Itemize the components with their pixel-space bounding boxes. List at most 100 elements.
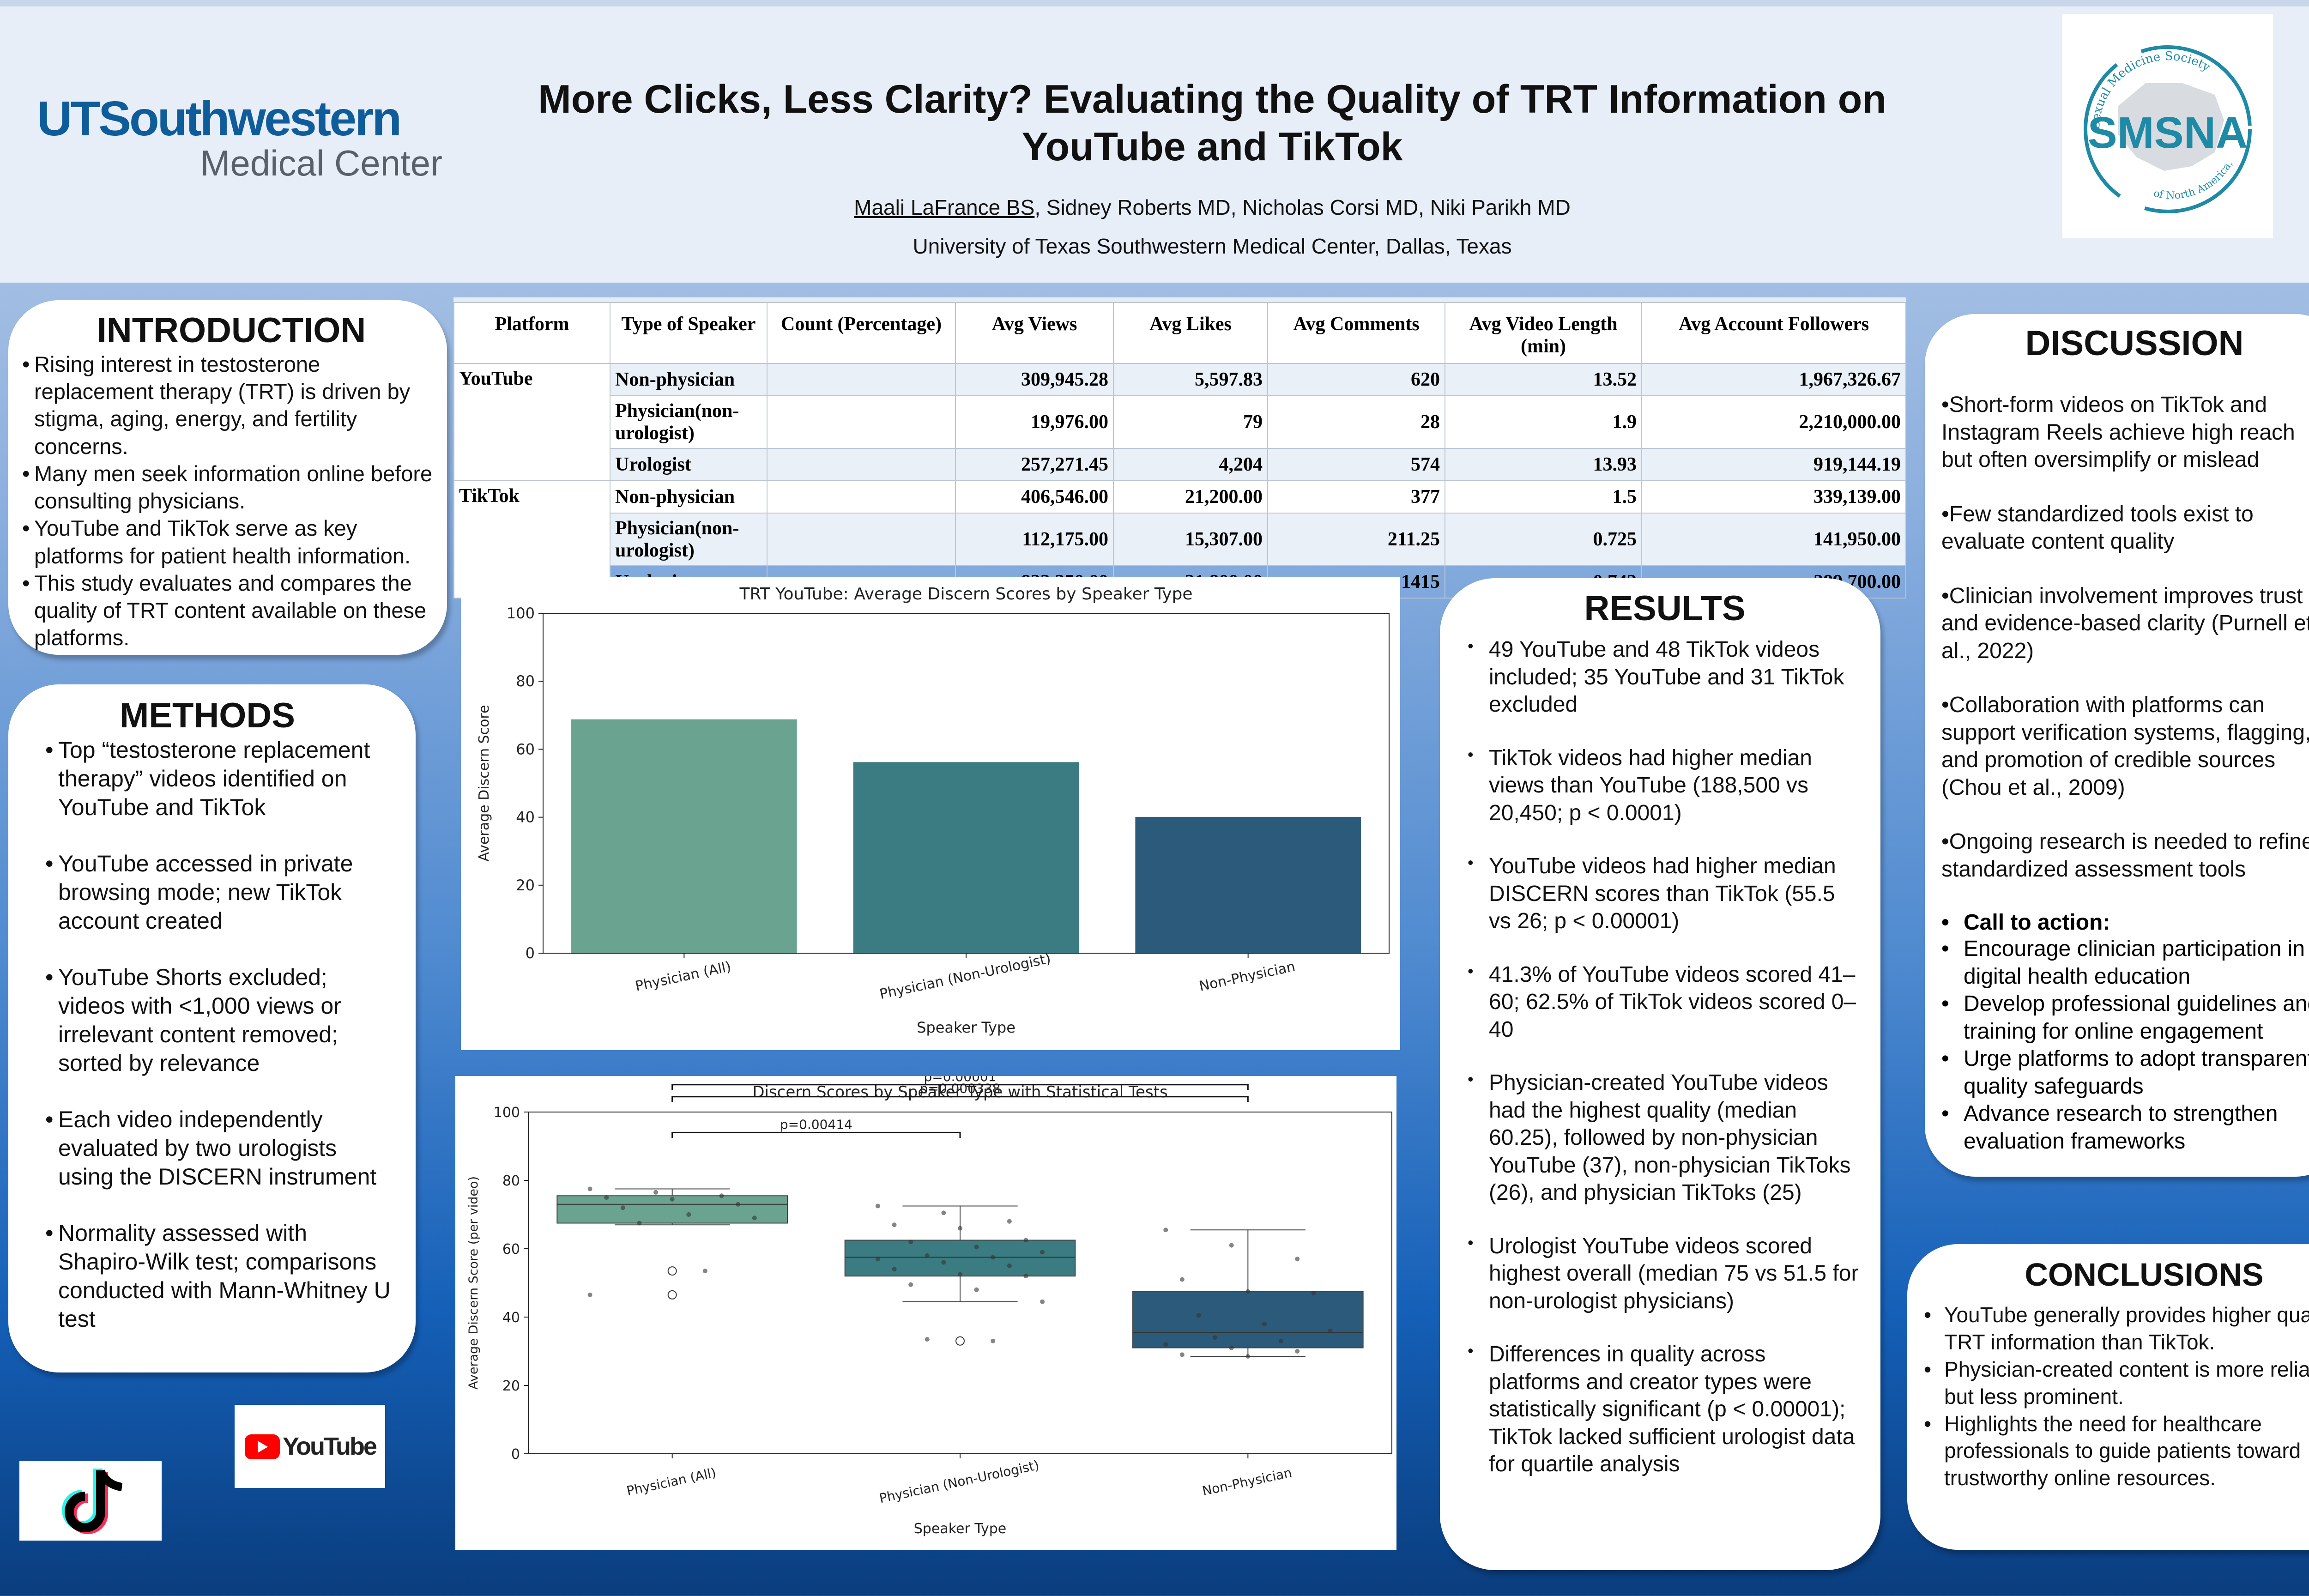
engagement-table: Platform Type of Speaker Count (Percenta… — [453, 297, 1906, 598]
list-item: YouTube videos had higher median DISCERN… — [1468, 852, 1862, 935]
data-point — [1245, 1289, 1251, 1294]
author-list: Maali LaFrance BS, Sidney Roberts MD, Ni… — [490, 195, 1935, 220]
table-cell: 4,204 — [1113, 448, 1268, 481]
data-point — [941, 1210, 946, 1215]
table-cell: 1.5 — [1445, 480, 1642, 514]
methods-panel: METHODS Top “testosterone replacement th… — [8, 684, 416, 1372]
bar — [1135, 816, 1361, 953]
data-point — [1163, 1342, 1168, 1347]
table-cell: 19,976.00 — [955, 395, 1114, 449]
data-point — [604, 1195, 609, 1200]
methods-heading: METHODS — [120, 696, 295, 735]
list-item: YouTube Shorts excluded; videos with <1,… — [45, 963, 397, 1077]
data-point — [1040, 1250, 1045, 1255]
table-cell: 257,271.45 — [955, 448, 1114, 481]
table-cell: 620 — [1267, 363, 1445, 396]
list-item: •Few standardized tools exist to evaluat… — [1941, 502, 2254, 554]
list-item: Differences in quality across platforms … — [1468, 1341, 1862, 1478]
table-row: YouTube Non-physician 309,945.28 5,597.8… — [453, 363, 1906, 481]
bar-chart-svg: TRT YouTube: Average Discern Scores by S… — [476, 585, 1390, 1036]
data-point — [702, 1269, 707, 1274]
youtube-logo: YouTube — [235, 1405, 385, 1488]
data-point — [1229, 1243, 1234, 1248]
table-header: Count (Percentage) — [767, 302, 956, 364]
y-tick-label: 40 — [502, 1310, 520, 1326]
x-axis-label: Speaker Type — [914, 1521, 1006, 1537]
data-point — [1007, 1219, 1012, 1224]
data-point — [875, 1203, 880, 1209]
data-point — [974, 1287, 979, 1292]
table-cell: 406,546.00 — [955, 480, 1114, 514]
introduction-heading: INTRODUCTION — [97, 311, 366, 350]
data-point — [991, 1338, 996, 1343]
table-cell: Physician(non-urologist) — [610, 395, 768, 449]
data-point — [958, 1272, 962, 1277]
table-cell: 211.25 — [1267, 513, 1445, 566]
data-point — [1040, 1299, 1045, 1304]
data-point — [736, 1202, 741, 1207]
table-header: Avg Likes — [1113, 302, 1268, 364]
list-item: Top “testosterone replacement therapy” v… — [45, 736, 397, 822]
methods-list: Top “testosterone replacement therapy” v… — [45, 736, 397, 1333]
tiktok-note-icon — [62, 1469, 123, 1534]
x-tick-label: Non-Physician — [1198, 959, 1297, 995]
table-cell — [767, 448, 956, 481]
data-point — [974, 1245, 979, 1250]
list-item: Urge platforms to adopt transparent qual… — [1941, 1045, 2309, 1100]
data-point — [620, 1205, 625, 1210]
y-tick-label: 80 — [502, 1173, 520, 1189]
data-point — [587, 1186, 592, 1191]
data-point — [875, 1257, 880, 1262]
introduction-panel: INTRODUCTION Rising interest in testoste… — [8, 300, 447, 655]
data-point — [925, 1337, 930, 1342]
data-point — [892, 1267, 897, 1272]
significance-bracket — [671, 1131, 961, 1138]
table-cell — [767, 480, 956, 514]
x-tick-label: Non-Physician — [1201, 1465, 1293, 1499]
data-point — [653, 1190, 659, 1195]
x-tick-label: Physician (All) — [625, 1465, 718, 1499]
data-point — [670, 1197, 675, 1202]
data-point — [1278, 1338, 1283, 1343]
table-cell: 13.93 — [1445, 448, 1642, 481]
table-cell: 309,945.28 — [955, 363, 1114, 396]
data-point — [1007, 1264, 1012, 1268]
table-cell: 377 — [1267, 480, 1445, 514]
data-point — [1295, 1257, 1300, 1262]
bar — [571, 719, 797, 953]
table-header: Type of Speaker — [610, 302, 768, 364]
data-point — [958, 1226, 962, 1231]
poster-title: More Clicks, Less Clarity? Evaluating th… — [538, 77, 1886, 169]
discussion-panel: DISCUSSION •Short-form videos on TikTok … — [1925, 314, 2309, 1177]
list-item: TikTok videos had higher median views th… — [1468, 744, 1862, 827]
list-item: This study evaluates and compares the qu… — [22, 569, 441, 652]
data-point — [991, 1255, 996, 1260]
table-cell: 574 — [1267, 448, 1445, 481]
p-value-label: p=0.000338 — [920, 1081, 1001, 1096]
y-tick-label: 20 — [516, 877, 535, 894]
p-value-label: p=0.00414 — [780, 1117, 852, 1132]
table-cell — [767, 363, 956, 396]
data-point — [1213, 1335, 1218, 1340]
table-cell: 21,200.00 — [1113, 480, 1268, 514]
data-point — [1196, 1313, 1201, 1318]
data-point — [908, 1282, 913, 1287]
y-axis-label: Average Discern Score (per video) — [466, 1176, 481, 1390]
co-authors: , Sidney Roberts MD, Nicholas Corsi MD, … — [1034, 195, 1571, 219]
box-plot-discern: Discern Scores by Speaker Type with Stat… — [455, 1076, 1396, 1550]
outlier-point — [667, 1266, 677, 1276]
conclusions-panel: CONCLUSIONS YouTube generally provides h… — [1907, 1244, 2309, 1550]
box — [844, 1239, 1076, 1277]
utsw-logo-line1: UTSouthwestern — [37, 91, 402, 146]
table-cell: 15,307.00 — [1113, 513, 1268, 566]
table-header: Platform — [453, 302, 610, 364]
smsna-logo: Sexual Medicine Society SMSNA of North A… — [2059, 5, 2273, 238]
table-header-row: Platform Type of Speaker Count (Percenta… — [453, 302, 1906, 364]
x-tick-label: Physician (All) — [634, 959, 732, 995]
data-point — [1023, 1274, 1028, 1279]
table-header: Avg Account Followers — [1641, 302, 1906, 364]
table-header: Avg Views — [955, 302, 1114, 364]
y-tick-label: 60 — [516, 740, 535, 758]
table-cell: 1,967,326.67 — [1641, 363, 1906, 396]
introduction-list: Rising interest in testosterone replacem… — [22, 351, 441, 651]
